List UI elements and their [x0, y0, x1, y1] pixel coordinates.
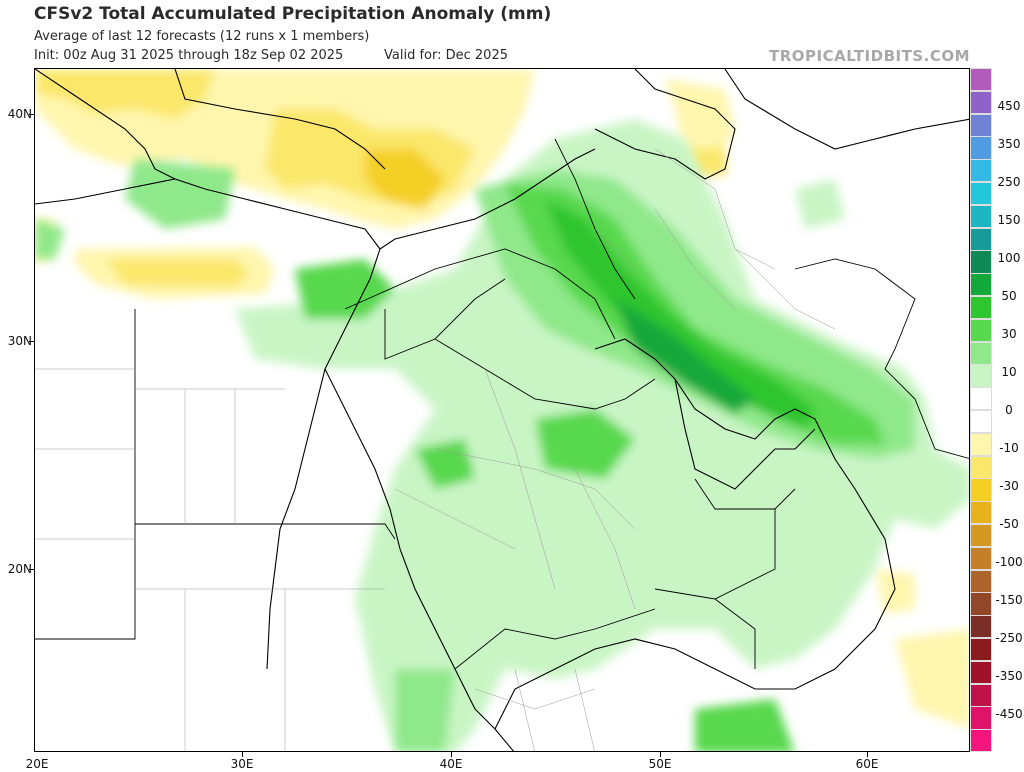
- colorbar-swatch: [970, 296, 992, 320]
- wet-anomaly-shading: [35, 119, 969, 751]
- colorbar-swatch: [970, 638, 992, 662]
- colorbar-swatch: [970, 68, 992, 92]
- colorbar-tick-label: 150: [997, 213, 1021, 227]
- lat-tick: [29, 114, 34, 115]
- colorbar-swatch: [970, 204, 992, 229]
- colorbar-tick-label: -250: [995, 631, 1023, 645]
- lat-tick: [29, 341, 34, 342]
- colorbar-tick-label: 250: [997, 175, 1021, 189]
- lat-label-30n: 30N: [7, 334, 32, 348]
- colorbar-swatch: [970, 182, 992, 206]
- colorbar-swatch: [970, 341, 992, 365]
- lon-tick: [867, 752, 868, 757]
- colorbar-tick-label: -350: [995, 669, 1023, 683]
- colorbar-swatch: [970, 729, 992, 753]
- lon-label-30e: 30E: [230, 757, 254, 771]
- colorbar-swatch: [970, 273, 992, 297]
- colorbar-tick-label: 30: [1001, 327, 1017, 341]
- colorbar-swatch: [970, 136, 992, 160]
- lon-label-20e: 20E: [25, 757, 49, 771]
- colorbar-tick-label: -30: [999, 479, 1019, 493]
- colorbar-swatch: [970, 569, 992, 593]
- colorbar-tick-label: 350: [997, 137, 1021, 151]
- colorbar-tick-label: 100: [997, 251, 1021, 265]
- colorbar-swatch: [970, 227, 992, 251]
- precip-anomaly-map: [35, 69, 969, 751]
- colorbar-tick-label: -100: [995, 555, 1023, 569]
- colorbar: [970, 68, 992, 753]
- colorbar-swatch: [970, 660, 992, 685]
- colorbar-swatch: [970, 683, 992, 707]
- colorbar-tick-label: -10: [999, 441, 1019, 455]
- colorbar-tick-label: 10: [1001, 365, 1017, 379]
- colorbar-tick-label: 450: [997, 99, 1021, 113]
- colorbar-swatch: [970, 592, 992, 616]
- colorbar-swatch: [970, 159, 992, 183]
- lon-tick: [660, 752, 661, 757]
- colorbar-swatch: [970, 90, 992, 115]
- lon-label-60e: 60E: [855, 757, 879, 771]
- lon-tick: [242, 752, 243, 757]
- map-subtitle: Average of last 12 forecasts (12 runs x …: [34, 29, 370, 44]
- map-title: CFSv2 Total Accumulated Precipitation An…: [34, 4, 552, 24]
- lat-tick: [29, 569, 34, 570]
- lon-label-40e: 40E: [439, 757, 463, 771]
- brand-watermark: TROPICALTIDBITS.COM: [769, 47, 970, 65]
- colorbar-swatch: [970, 501, 992, 525]
- colorbar-swatch: [970, 318, 992, 343]
- colorbar-swatch: [970, 706, 992, 730]
- province-borders: [35, 148, 836, 751]
- colorbar-swatch: [970, 250, 992, 274]
- colorbar-swatch: [970, 113, 992, 137]
- country-borders: [35, 138, 969, 670]
- colorbar-swatch: [970, 478, 992, 502]
- lat-label-20n: 20N: [7, 562, 32, 576]
- colorbar-tick-label: 50: [1001, 289, 1017, 303]
- colorbar-swatch: [970, 455, 992, 479]
- lon-tick: [451, 752, 452, 757]
- colorbar-swatch: [970, 387, 992, 411]
- colorbar-swatch: [970, 410, 992, 434]
- colorbar-tick-label: -450: [995, 707, 1023, 721]
- coastlines: [35, 69, 969, 751]
- colorbar-tick-label: 0: [1005, 403, 1013, 417]
- colorbar-swatch: [970, 546, 992, 571]
- colorbar-swatch: [970, 524, 992, 548]
- valid-time-label: Valid for: Dec 2025: [384, 48, 508, 63]
- colorbar-swatch: [970, 364, 992, 388]
- map-canvas: [34, 68, 970, 752]
- colorbar-tick-label: -150: [995, 593, 1023, 607]
- init-time-label: Init: 00z Aug 31 2025 through 18z Sep 02…: [34, 48, 344, 63]
- lon-label-50e: 50E: [648, 757, 672, 771]
- colorbar-swatch: [970, 615, 992, 639]
- colorbar-tick-label: -50: [999, 517, 1019, 531]
- colorbar-swatch: [970, 432, 992, 457]
- lat-label-40n: 40N: [7, 107, 32, 121]
